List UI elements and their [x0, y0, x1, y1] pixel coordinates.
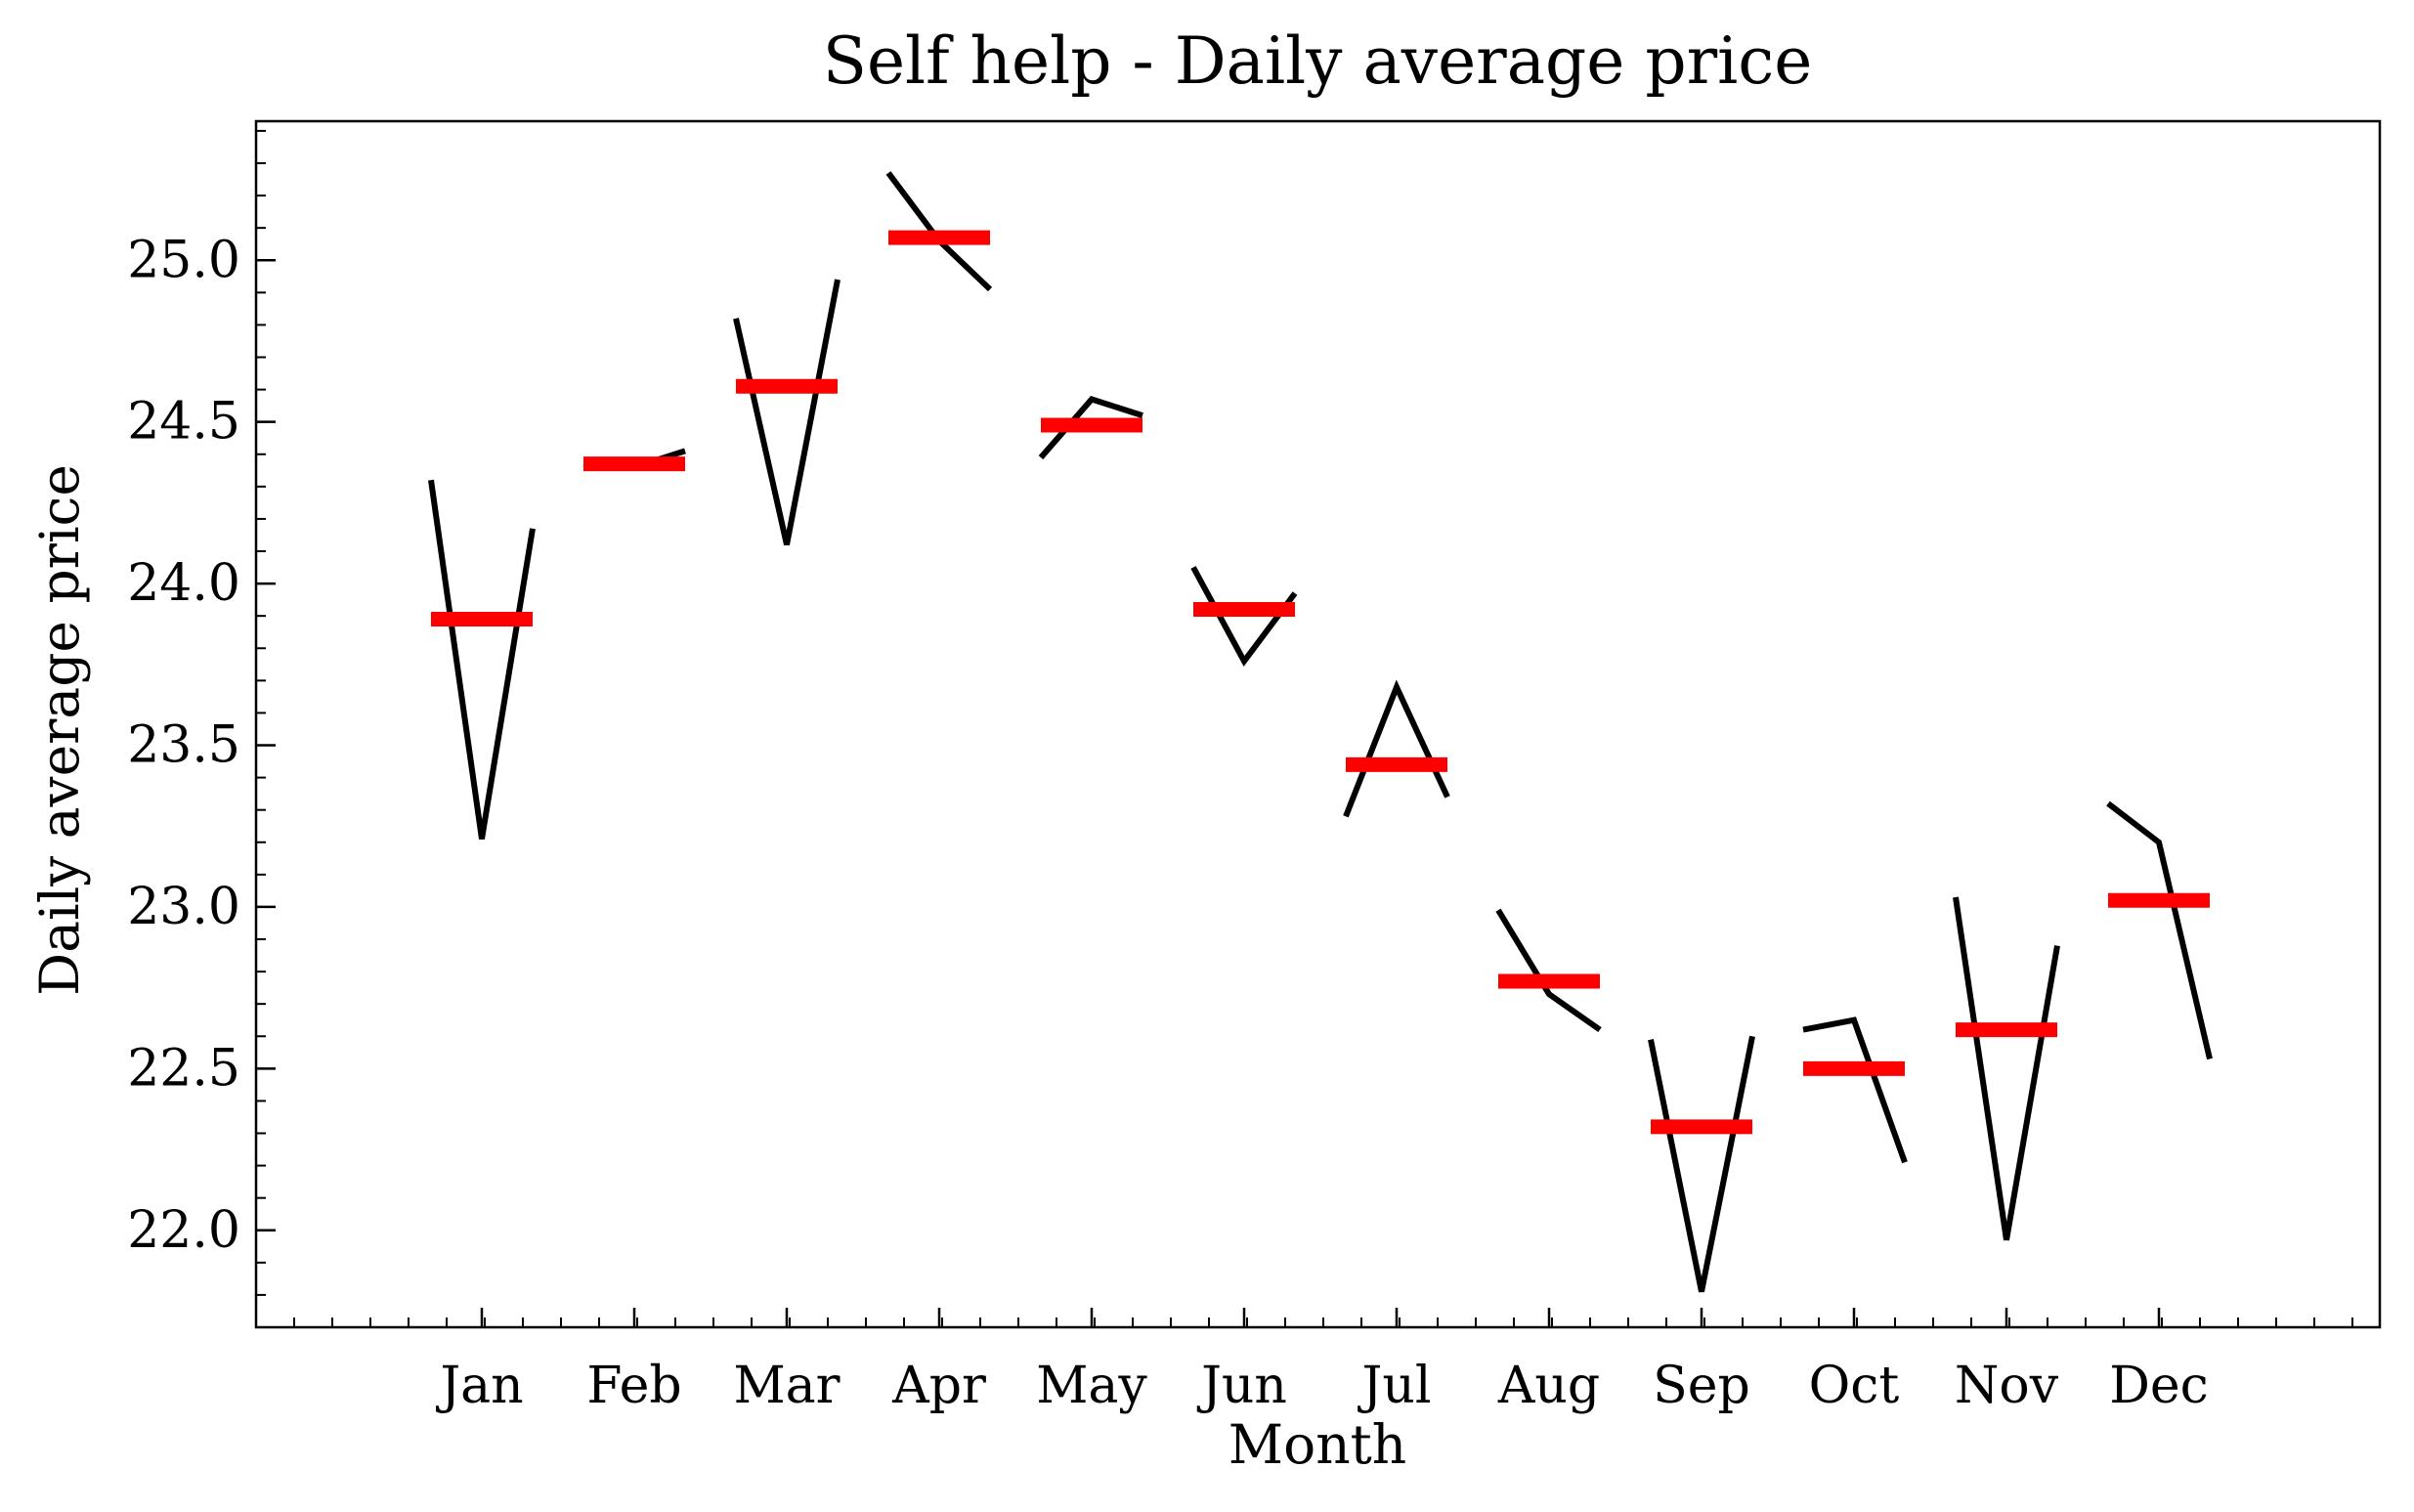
- x-tick-label: Dec: [2109, 1357, 2209, 1415]
- x-tick-label: Nov: [1955, 1357, 2059, 1415]
- month-trend-line: [1953, 896, 2060, 1241]
- plot-frame: [254, 119, 2382, 1329]
- x-axis-label: Month: [1229, 1413, 1406, 1476]
- x-tick-label: Feb: [586, 1357, 681, 1415]
- y-tick-label: 23.5: [127, 716, 240, 775]
- month-trend-line: [428, 479, 536, 840]
- month-trend-line: [733, 279, 841, 546]
- x-tick-label: Mar: [733, 1357, 840, 1415]
- y-axis-label: Daily average price: [28, 464, 91, 996]
- month-trend-line: [2106, 800, 2213, 1060]
- y-tick-label: 25.0: [127, 231, 240, 289]
- y-tick-label: 23.0: [127, 878, 240, 936]
- x-tick-label: Apr: [891, 1357, 986, 1415]
- x-tick-label: Jul: [1358, 1357, 1432, 1415]
- x-tick-label: Jun: [1196, 1357, 1287, 1415]
- month-trend-line: [1343, 679, 1450, 818]
- month-trend-line: [1495, 908, 1602, 1033]
- x-tick-label: Oct: [1809, 1357, 1900, 1415]
- y-tick-label: 22.5: [127, 1039, 240, 1098]
- month-trend-line: [1802, 1016, 1908, 1164]
- y-tick-label: 24.5: [127, 393, 240, 452]
- month-trend-line: [1648, 1035, 1755, 1293]
- x-tick-label: Sep: [1653, 1357, 1750, 1415]
- chart-title: Self help - Daily average price: [823, 23, 1813, 99]
- month-trend-line: [1038, 396, 1143, 460]
- x-tick-label: Aug: [1497, 1357, 1600, 1415]
- y-tick-label: 22.0: [127, 1201, 240, 1260]
- x-tick-label: Jan: [435, 1357, 523, 1415]
- y-tick-label: 24.0: [127, 554, 240, 613]
- x-tick-label: May: [1036, 1357, 1147, 1415]
- plot-area: 22.0 22.5 23.0 23.5 24.0 24.5 25.0 Jan Feb Mar Apr…: [127, 119, 2382, 1415]
